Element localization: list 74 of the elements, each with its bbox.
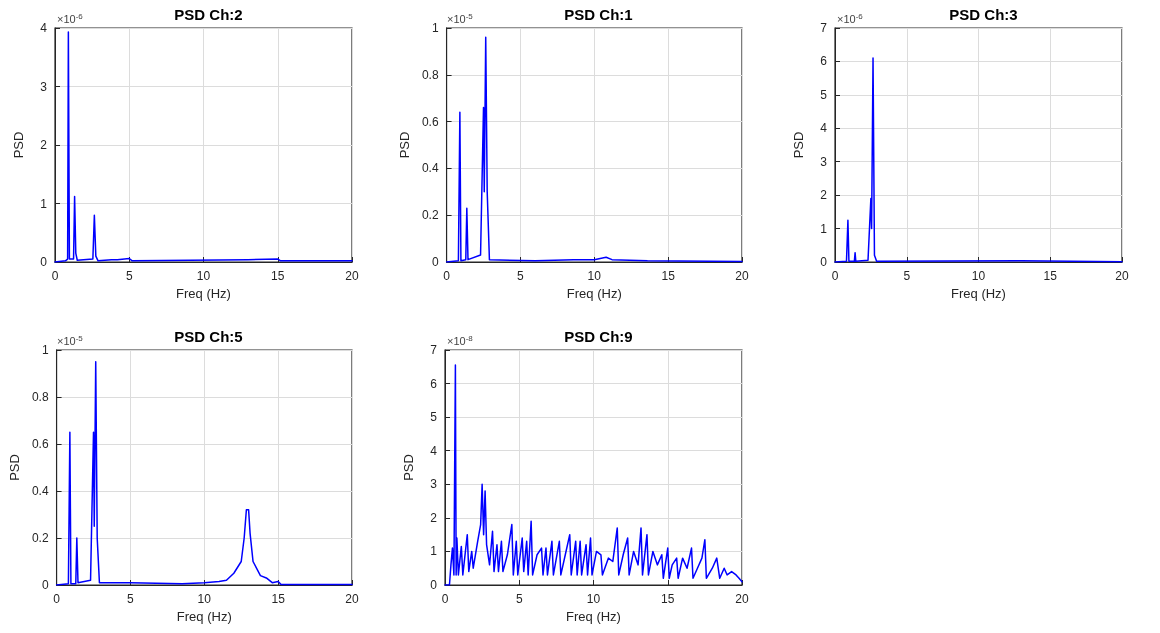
y-tick-label: 5 (430, 410, 438, 425)
x-tick-label: 5 (903, 269, 911, 283)
y-tick-label: 0.8 (421, 67, 439, 82)
x-tick-label: 15 (271, 592, 286, 606)
x-tick-label: 10 (586, 592, 601, 606)
y-tick-label: 4 (40, 21, 48, 35)
x-tick-label: 0 (443, 269, 451, 283)
y-tick-label: 2 (430, 510, 438, 525)
chart-title: PSD Ch:5 (174, 328, 243, 345)
x-tick-label: 0 (441, 592, 449, 606)
y-tick-label: 0 (820, 255, 828, 269)
line-series (54, 31, 353, 263)
x-axis-title: Freq (Hz) (951, 285, 1006, 301)
y-tick-label: 5 (820, 87, 828, 102)
chart-title: PSD Ch:2 (174, 6, 243, 23)
x-tick-label: 10 (197, 592, 212, 606)
y-tick-label: 3 (430, 477, 438, 492)
x-tick-label: 20 (1115, 269, 1129, 283)
x-tick-label: 20 (735, 592, 749, 606)
x-tick-label: 20 (345, 592, 359, 606)
y-tick-label: 0.8 (31, 390, 49, 404)
y-axis-title: PSD (11, 131, 26, 159)
x-tick-label: 15 (1043, 269, 1058, 283)
y-axis-title: PSD (397, 131, 412, 159)
y-tick-label: 3 (820, 154, 828, 169)
chart-title: PSD Ch:3 (949, 6, 1018, 23)
y-tick-label: 0 (41, 578, 49, 592)
y-axis-title: PSD (401, 454, 416, 481)
y-tick-label: 4 (820, 121, 828, 136)
x-tick-label: 15 (271, 269, 285, 283)
y-tick-label: 0 (431, 255, 439, 269)
y-tick-label: 2 (820, 188, 828, 203)
y-tick-label: 3 (40, 79, 48, 94)
y-tick-label: 6 (430, 376, 438, 391)
x-axis-title: Freq (Hz) (176, 608, 232, 624)
x-tick-label: 5 (125, 269, 133, 283)
y-tick-label: 0.2 (31, 531, 49, 545)
x-tick-label: 15 (661, 269, 676, 283)
x-axis-title: Freq (Hz) (176, 285, 231, 301)
x-tick-label: 0 (51, 269, 59, 283)
chart-title: PSD Ch:1 (564, 6, 633, 23)
y-tick-label: 0.4 (421, 161, 439, 176)
y-tick-label: 6 (820, 54, 828, 69)
x-tick-label: 5 (515, 592, 523, 606)
y-tick-label: 0.6 (31, 437, 49, 451)
y-tick-label: 0.2 (421, 208, 439, 223)
y-tick-label: 7 (430, 343, 438, 357)
y-tick-label: 1 (41, 343, 49, 357)
x-axis-title: Freq (Hz) (566, 608, 621, 624)
x-tick-label: 10 (971, 269, 986, 283)
y-tick-label: 2 (40, 138, 48, 152)
x-tick-label: 5 (127, 592, 135, 606)
x-tick-label: 10 (587, 269, 602, 283)
chart-title: PSD Ch:9 (564, 328, 633, 345)
x-tick-label: 0 (53, 592, 61, 606)
y-axis-title: PSD (7, 454, 22, 481)
y-axis-title: PSD (791, 131, 806, 159)
y-tick-label: 4 (430, 443, 438, 458)
y-tick-label: 0 (40, 255, 48, 269)
y-tick-label: 1 (820, 221, 828, 236)
x-tick-label: 5 (517, 269, 525, 283)
x-axis-title: Freq (Hz) (566, 285, 622, 301)
x-tick-label: 20 (345, 269, 359, 283)
x-tick-label: 10 (196, 269, 211, 283)
y-tick-label: 0.4 (31, 484, 49, 498)
y-tick-label: 1 (431, 21, 439, 35)
y-tick-label: 0 (430, 578, 438, 592)
x-tick-label: 0 (831, 269, 839, 283)
y-tick-label: 1 (430, 544, 438, 559)
x-tick-label: 15 (661, 592, 675, 606)
y-tick-label: 0.6 (421, 114, 439, 129)
y-tick-label: 1 (40, 196, 48, 211)
y-tick-label: 7 (820, 21, 828, 35)
x-tick-label: 20 (735, 269, 749, 283)
